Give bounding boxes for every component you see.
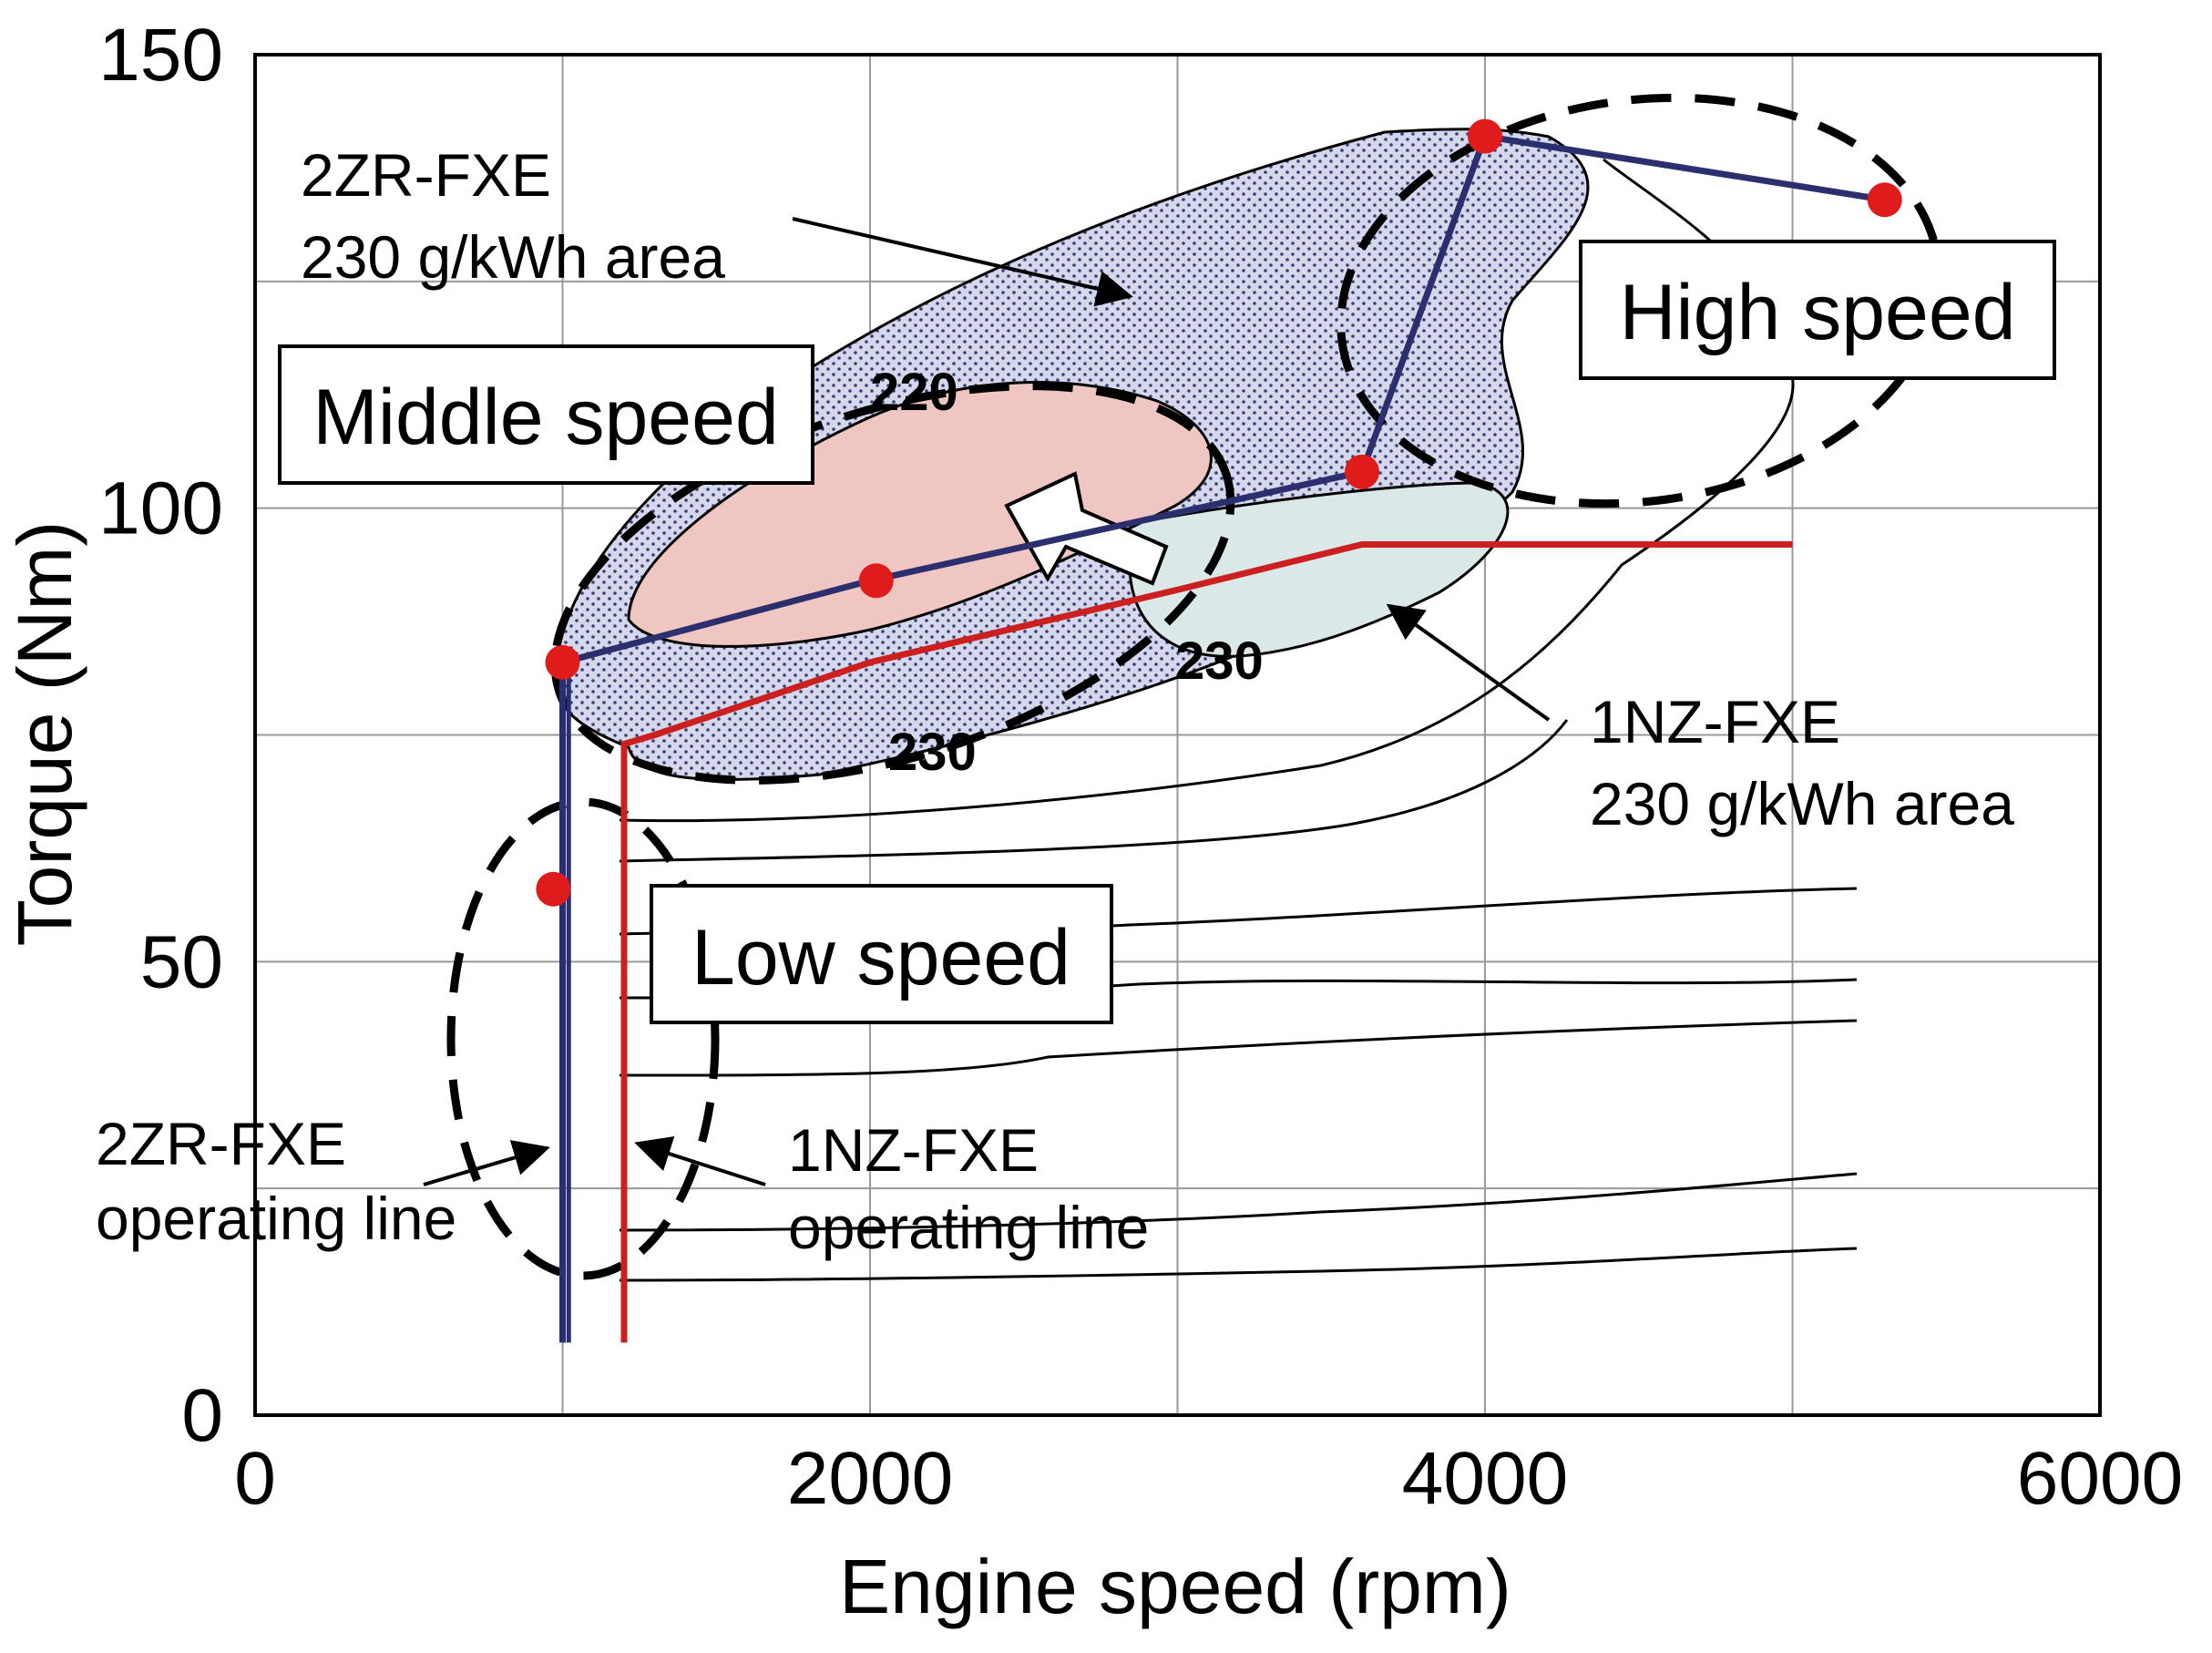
high-speed-label: High speed: [1619, 269, 2015, 356]
y-tick-label: 150: [98, 14, 223, 97]
region-2zr-label-line1: 2ZR-FXE: [301, 141, 551, 209]
x-axis-ticks: 0 2000 4000 6000: [234, 1437, 2183, 1520]
low-speed-ellipse: [446, 797, 720, 1280]
region-1nz-label-line2: 230 g/kWh area: [1590, 770, 2014, 837]
high-speed-box: High speed: [1579, 240, 2056, 380]
highlight-point: [536, 871, 571, 907]
contour-label-230-inner: 230: [1175, 631, 1264, 691]
low-speed-label: Low speed: [691, 914, 1070, 1001]
highlight-point: [1867, 182, 1902, 218]
contour-label-230-outer: 230: [888, 723, 977, 782]
nz-line-pointer: [634, 1135, 766, 1186]
y-tick-label: 0: [181, 1374, 223, 1457]
series-line-1nz-fxe: [620, 540, 1793, 1343]
x-tick-label: 2000: [787, 1437, 953, 1520]
y-axis-title: Torque (Nm): [2, 521, 87, 947]
middle-speed-label: Middle speed: [312, 374, 779, 461]
highlight-point: [858, 563, 894, 599]
middle-speed-box: Middle speed: [278, 344, 814, 485]
x-tick-label: 0: [234, 1437, 276, 1520]
region-1nz-230-area: [1128, 481, 1510, 658]
y-axis-ticks: 0 50 100 150: [98, 14, 223, 1457]
x-tick-label: 4000: [1402, 1437, 1568, 1520]
zr-line-pointer: [423, 1140, 550, 1186]
zr-line-label-line1: 2ZR-FXE: [96, 1110, 346, 1177]
contour-label-220: 220: [870, 363, 958, 422]
nz-line-label-line1: 1NZ-FXE: [788, 1116, 1039, 1184]
highlight-points: [536, 118, 1902, 907]
region-1nz-label-line1: 1NZ-FXE: [1590, 688, 1840, 755]
low-speed-box: Low speed: [650, 884, 1113, 1024]
region-2zr-label-line2: 230 g/kWh area: [301, 223, 725, 291]
region-1nz-pointer: [1386, 603, 1551, 722]
x-tick-label: 6000: [2017, 1437, 2183, 1520]
y-tick-label: 50: [140, 920, 223, 1003]
zr-line-label-line2: operating line: [96, 1185, 456, 1252]
region-2zr-pointer: [792, 217, 1133, 307]
improvement-arrow: [1004, 471, 1169, 586]
highlight-point: [545, 644, 580, 680]
nz-line-label-line2: operating line: [788, 1194, 1149, 1261]
x-axis-title: Engine speed (rpm): [839, 1544, 1511, 1629]
highlight-point: [1345, 454, 1379, 489]
middle-speed-ellipse: [550, 382, 1235, 785]
plot-frame: [253, 53, 2102, 1417]
efficiency-contours: [619, 158, 1858, 1282]
highlight-point: [1468, 118, 1502, 154]
y-tick-label: 100: [98, 467, 223, 550]
